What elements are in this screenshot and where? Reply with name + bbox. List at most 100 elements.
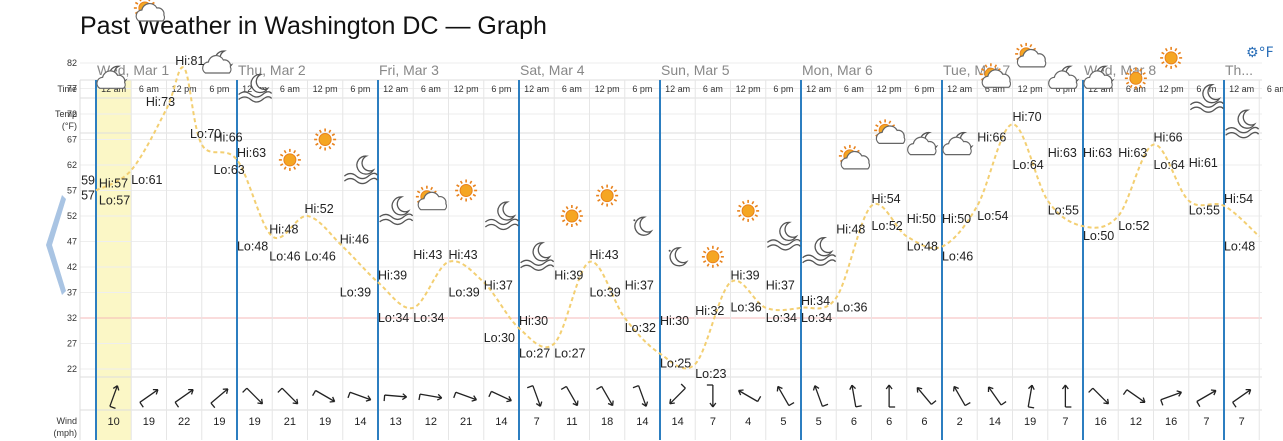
partly-cloudy-night-icon — [907, 131, 939, 156]
y-tick-label: 42 — [67, 262, 77, 272]
chevron-left-icon[interactable] — [44, 195, 66, 295]
lo-temp-label: Lo:39 — [340, 285, 371, 299]
lo-temp-label: Lo:34 — [766, 311, 797, 325]
hi-temp-label: Hi:43 — [413, 248, 442, 262]
unit-label: °F — [1258, 45, 1274, 61]
partly-sunny-icon — [1015, 42, 1047, 68]
lo-temp-label: Lo:46 — [942, 250, 973, 264]
lo-temp-label: Lo:34 — [801, 311, 832, 325]
time-label: 12 pm — [736, 84, 761, 94]
hi-temp-label: Hi:73 — [146, 95, 175, 109]
lo-temp-label: Lo:46 — [269, 250, 300, 264]
wind-speed-label: 19 — [213, 416, 225, 428]
lo-temp-label: Lo:36 — [836, 301, 867, 315]
wind-speed-label: 7 — [1239, 416, 1245, 428]
time-label: 6 pm — [632, 84, 652, 94]
lo-temp-label: Lo:64 — [1012, 158, 1043, 172]
y-tick-label: 47 — [67, 237, 77, 247]
wind-speed-label: 19 — [143, 416, 155, 428]
wind-speed-label: 21 — [460, 416, 472, 428]
hi-temp-label: Hi:54 — [871, 192, 900, 206]
y-tick-label: 62 — [67, 160, 77, 170]
time-label: 12 am — [101, 84, 126, 94]
wind-speed-label: 14 — [495, 416, 507, 428]
time-label: 12 pm — [454, 84, 479, 94]
hi-temp-label: Hi:50 — [942, 212, 971, 226]
time-label: 6 pm — [350, 84, 370, 94]
wind-speed-label: 11 — [566, 416, 577, 428]
hi-temp-label: Hi:34 — [801, 294, 830, 308]
wind-speed-label: 7 — [534, 416, 540, 428]
hi-temp-label: Hi:63 — [1118, 146, 1147, 160]
wind-speed-label: 16 — [1165, 416, 1177, 428]
lo-temp-label: Lo:36 — [730, 301, 761, 315]
hi-temp-label: Hi:39 — [554, 268, 583, 282]
day-label: Th... — [1225, 62, 1253, 78]
y-tick-label: 77 — [67, 84, 77, 94]
wind-direction-arrow — [210, 388, 229, 409]
windy-night-icon — [379, 196, 414, 226]
wind-direction-arrow — [1122, 389, 1146, 404]
windy-night-icon — [766, 221, 801, 251]
hi-temp-label: Hi:50 — [907, 212, 936, 226]
partly-cloudy-night-icon — [942, 131, 974, 156]
hi-temp-label: Hi:46 — [340, 233, 369, 247]
day-label: Sun, Mar 5 — [661, 62, 730, 78]
y-tick-label: 82 — [67, 58, 77, 68]
sunny-icon — [314, 128, 337, 151]
lo-temp-label: Lo:63 — [213, 163, 244, 177]
wind-direction-arrow — [347, 391, 372, 402]
wind-speed-label: 14 — [636, 416, 648, 428]
time-label: 6 am — [703, 84, 723, 94]
wind-speed-label: 14 — [672, 416, 684, 428]
lo-temp-label: Lo:23 — [695, 367, 726, 381]
day-label: Sat, Mar 4 — [520, 62, 585, 78]
time-label: 12 pm — [595, 84, 620, 94]
wind-speed-label: 7 — [1203, 416, 1209, 428]
wind-unit-label: (mph) — [53, 428, 77, 438]
partly-cloudy-night-icon — [1048, 65, 1080, 89]
wind-speed-label: 14 — [989, 416, 1001, 428]
wind-direction-arrow — [109, 385, 120, 409]
partly-sunny-icon — [133, 0, 165, 22]
day-label: Mon, Mar 6 — [802, 62, 873, 78]
wind-direction-arrow — [174, 388, 194, 408]
wind-speed-label: 18 — [601, 416, 613, 428]
y-tick-label: 37 — [67, 288, 77, 298]
sunny-icon — [278, 148, 301, 171]
hi-temp-label: Hi:66 — [213, 131, 242, 145]
time-label: 12 am — [383, 84, 408, 94]
wind-speed-label: 12 — [425, 416, 437, 428]
wind-direction-arrow — [527, 385, 543, 407]
y-tick-label: 72 — [67, 109, 77, 119]
lo-temp-label: Lo:32 — [625, 321, 656, 335]
time-label: 6 am — [139, 84, 159, 94]
lo-temp-label: Lo:27 — [519, 347, 550, 361]
clear-night-icon — [633, 216, 654, 236]
time-label: 12 pm — [877, 84, 902, 94]
hi-temp-label: Hi:39 — [730, 268, 759, 282]
hi-temp-label: Hi:52 — [305, 202, 334, 216]
wind-speed-label: 12 — [1130, 416, 1142, 428]
windy-night-icon — [1225, 109, 1260, 139]
hi-temp-label: Hi:66 — [1153, 131, 1182, 145]
lo-temp-label: Lo:50 — [1083, 229, 1114, 243]
wind-direction-arrow — [560, 385, 579, 407]
windy-night-icon — [343, 155, 378, 185]
wind-direction-arrow — [632, 385, 649, 407]
hi-temp-label: Hi:48 — [269, 222, 298, 236]
wind-direction-arrow — [1027, 384, 1035, 409]
unit-toggle-button[interactable]: ⚙°F — [1246, 45, 1274, 61]
wind-speed-label: 16 — [1095, 416, 1107, 428]
hi-temp-label: Hi:32 — [695, 304, 724, 318]
wind-direction-arrow — [706, 384, 717, 408]
time-label: 12 pm — [313, 84, 338, 94]
time-label: 12 am — [524, 84, 549, 94]
wind-speed-label: 22 — [178, 416, 190, 428]
temp-row-label: Temp — [55, 109, 77, 119]
hi-temp-label: Hi:30 — [519, 314, 548, 328]
hi-temp-label: Hi:43 — [589, 248, 618, 262]
time-label: 12 am — [947, 84, 972, 94]
wind-speed-label: 2 — [957, 416, 963, 428]
windy-night-icon — [802, 237, 837, 266]
